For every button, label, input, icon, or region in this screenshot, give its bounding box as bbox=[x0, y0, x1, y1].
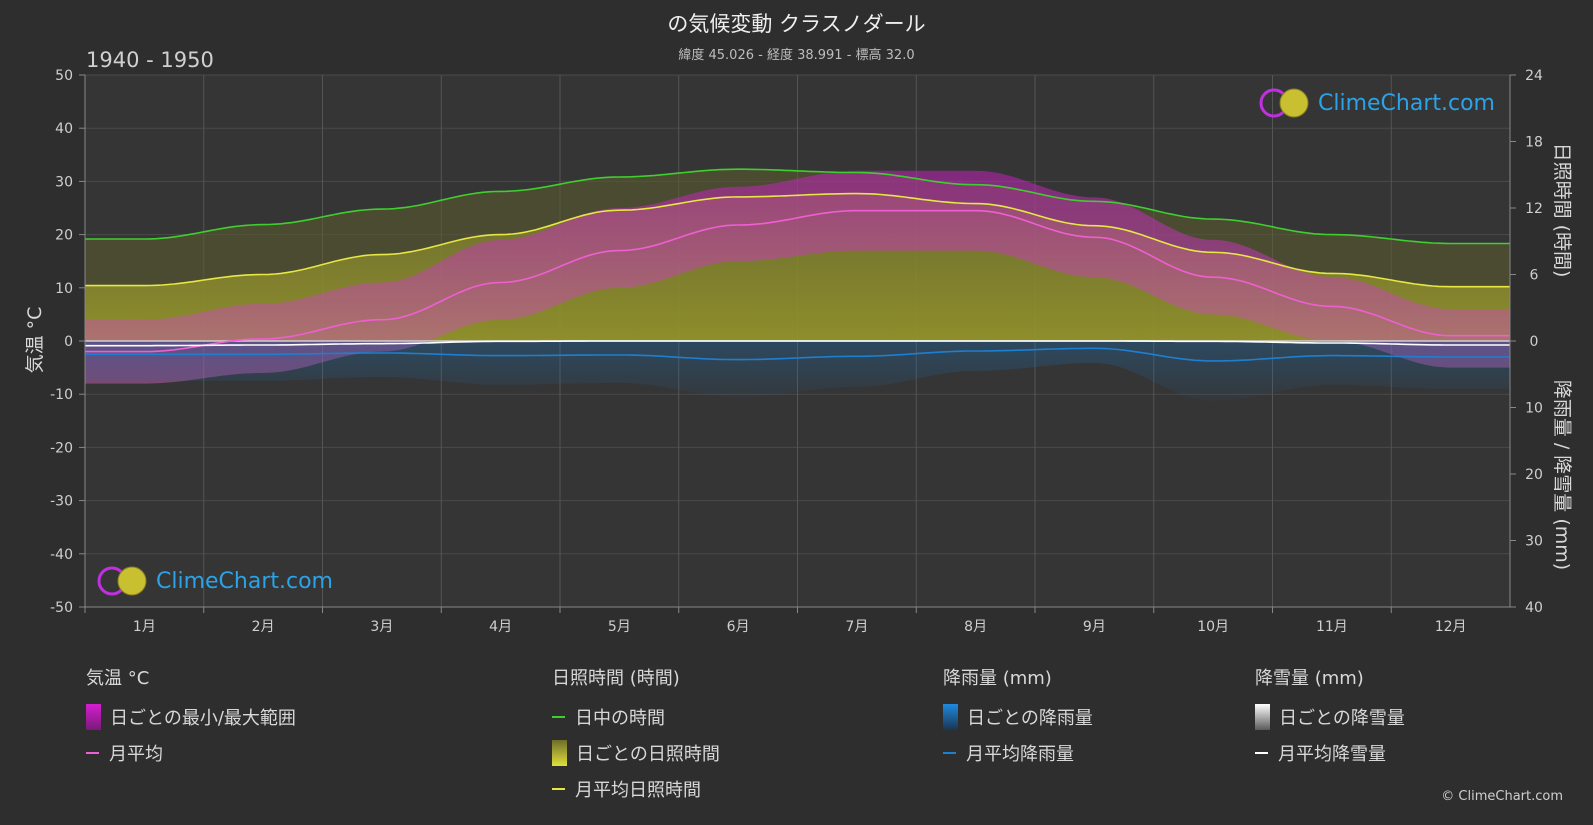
x-tick-label: 8月 bbox=[964, 619, 987, 635]
x-tick-label: 4月 bbox=[489, 619, 512, 635]
y-tick-label: 40 bbox=[55, 121, 73, 137]
y-tick-label: 50 bbox=[55, 68, 73, 84]
y-axis-left-title: 気温 °C bbox=[24, 307, 46, 374]
legend-item: 月平均 bbox=[86, 740, 296, 766]
legend-swatch bbox=[1255, 752, 1268, 754]
y-right-tick-label: 40 bbox=[1525, 600, 1543, 616]
x-tick-label: 5月 bbox=[608, 619, 631, 635]
y-right-tick-label: 20 bbox=[1525, 467, 1543, 483]
temperature-mean-line bbox=[85, 209, 1510, 353]
logo-top[interactable]: ClimeChart.com bbox=[1258, 86, 1495, 120]
legend-group-temperature: 気温 °C 日ごとの最小/最大範囲 月平均 bbox=[86, 664, 296, 766]
y-tick-label: -10 bbox=[50, 387, 73, 403]
logo-text: ClimeChart.com bbox=[156, 568, 333, 594]
legend-label: 日ごとの日照時間 bbox=[576, 744, 720, 765]
legend-swatch bbox=[943, 704, 958, 730]
x-tick-label: 12月 bbox=[1435, 619, 1467, 635]
chart-subtitle: 緯度 45.026 - 経度 38.991 - 標高 32.0 bbox=[678, 48, 915, 63]
legend-item: 月平均降雨量 bbox=[943, 740, 1093, 766]
chart-title: の気候変動 クラスノダール bbox=[667, 12, 926, 36]
y-axis-right-titles: 日照時間 (時間) 降雨量 / 降雪量 (mm) bbox=[1551, 143, 1573, 571]
axes: 50 40 30 20 10 0 -10 -20 -30 -40 -50 24 18 12 6 0 10 20 30… bbox=[50, 68, 1543, 635]
legend-label: 日中の時間 bbox=[575, 708, 665, 729]
legend-swatch bbox=[86, 752, 99, 754]
legend-label: 月平均日照時間 bbox=[575, 780, 701, 801]
legend-group-rain: 降雨量 (mm) 日ごとの降雨量 月平均降雨量 bbox=[943, 664, 1093, 766]
x-tick-label: 7月 bbox=[845, 619, 868, 635]
chart-marks bbox=[85, 168, 1510, 401]
x-tick-label: 6月 bbox=[727, 619, 750, 635]
legend-swatch bbox=[552, 740, 567, 766]
legend-title: 気温 °C bbox=[86, 668, 150, 689]
y-right-tick-label: 18 bbox=[1525, 135, 1543, 151]
sunshine-mean-line bbox=[85, 192, 1510, 288]
y-axis-left-label: 気温 °C bbox=[24, 307, 46, 374]
legend-item: 月平均日照時間 bbox=[552, 776, 720, 802]
legend-label: 月平均降雪量 bbox=[1278, 744, 1386, 765]
legend-group-sunshine: 日照時間 (時間) 日中の時間 日ごとの日照時間 月平均日照時間 bbox=[552, 664, 720, 802]
legend-item: 日ごとの日照時間 bbox=[552, 740, 720, 766]
legend-title: 日照時間 (時間) bbox=[552, 668, 680, 689]
legend-label: 日ごとの降雪量 bbox=[1279, 708, 1405, 729]
temperature-range-band bbox=[85, 170, 1510, 384]
climate-chart: 50 40 30 20 10 0 -10 -20 -30 -40 -50 24 18 12 6 0 10 20 30… bbox=[24, 68, 1573, 635]
y-right-tick-label: 30 bbox=[1525, 534, 1543, 550]
x-tick-label: 2月 bbox=[252, 619, 275, 635]
legend-swatch bbox=[943, 752, 956, 754]
rain-area bbox=[85, 341, 1510, 401]
y-tick-label: 10 bbox=[55, 281, 73, 297]
legend-item: 日ごとの降雪量 bbox=[1255, 704, 1405, 730]
logo-bottom[interactable]: ClimeChart.com bbox=[96, 564, 333, 598]
y-tick-label: -40 bbox=[50, 547, 73, 563]
x-tick-label: 3月 bbox=[370, 619, 393, 635]
logo-text: ClimeChart.com bbox=[1318, 90, 1495, 116]
period-label: 1940 - 1950 bbox=[86, 48, 214, 72]
y-tick-label: -20 bbox=[50, 440, 73, 456]
legend-item: 日ごとの降雨量 bbox=[943, 704, 1093, 730]
legend-item: 日中の時間 bbox=[552, 704, 720, 730]
legend-swatch bbox=[86, 704, 101, 730]
x-tick-label: 11月 bbox=[1316, 619, 1348, 635]
day-length-line bbox=[85, 168, 1510, 245]
climechart-logo-icon bbox=[1259, 88, 1309, 118]
legend-swatch bbox=[552, 788, 565, 790]
y-tick-label: 30 bbox=[55, 174, 73, 190]
y-tick-label: 0 bbox=[64, 334, 73, 350]
legend-swatch bbox=[552, 716, 565, 718]
y-right-tick-label: 12 bbox=[1525, 201, 1543, 217]
x-tick-label: 9月 bbox=[1083, 619, 1106, 635]
y-right-tick-label: 10 bbox=[1525, 401, 1543, 417]
y-right-tick-label: 6 bbox=[1530, 268, 1539, 284]
legend-item: 月平均降雪量 bbox=[1255, 740, 1405, 766]
x-tick-label: 10月 bbox=[1197, 619, 1229, 635]
legend-label: 月平均 bbox=[109, 744, 163, 765]
y-tick-label: -30 bbox=[50, 494, 73, 510]
legend-title: 降雨量 (mm) bbox=[943, 668, 1052, 689]
legend-group-snow: 降雪量 (mm) 日ごとの降雪量 月平均降雪量 bbox=[1255, 664, 1405, 766]
y-tick-label: -50 bbox=[50, 600, 73, 616]
rain-mean-line bbox=[85, 347, 1510, 362]
legend-item: 日ごとの最小/最大範囲 bbox=[86, 704, 296, 730]
y-right-tick-label: 0 bbox=[1530, 334, 1539, 350]
legend-label: 日ごとの最小/最大範囲 bbox=[110, 708, 296, 729]
legend-label: 月平均降雨量 bbox=[966, 744, 1074, 765]
y-right-tick-label: 24 bbox=[1525, 68, 1543, 84]
snow-mean-line bbox=[85, 340, 1510, 347]
y-axis-right-sunshine-label: 日照時間 (時間) bbox=[1551, 143, 1573, 278]
x-tick-label: 1月 bbox=[133, 619, 156, 635]
copyright[interactable]: © ClimeChart.com bbox=[1441, 789, 1563, 804]
legend-label: 日ごとの降雨量 bbox=[967, 708, 1093, 729]
legend-title: 降雪量 (mm) bbox=[1255, 668, 1364, 689]
legend-swatch bbox=[1255, 704, 1270, 730]
y-axis-right-precip-label: 降雨量 / 降雪量 (mm) bbox=[1551, 380, 1573, 570]
y-tick-label: 20 bbox=[55, 228, 73, 244]
climechart-logo-icon bbox=[97, 566, 147, 596]
